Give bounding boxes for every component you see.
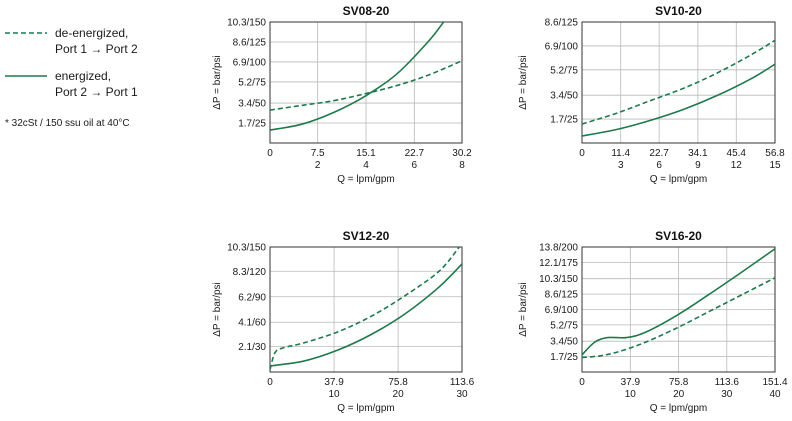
x-tick-label-lpm: 15.1 (356, 148, 376, 159)
x-tick-label-gpm: 8 (459, 160, 465, 171)
y-tick-label: 8.3/120 (233, 267, 267, 278)
y-axis-label: ΔP = bar/psi (212, 282, 223, 337)
x-tick-label-lpm: 151.4 (762, 377, 787, 388)
y-tick-label: 6.9/100 (545, 41, 579, 52)
de-energized-curve (270, 60, 462, 111)
x-tick-label-lpm: 22.7 (405, 148, 425, 159)
y-tick-label: 10.3/150 (539, 274, 578, 285)
y-tick-label: 13.8/200 (539, 243, 578, 254)
x-tick-label-lpm: 34.1 (688, 148, 708, 159)
x-tick-label-gpm: 12 (731, 160, 743, 171)
legend: de-energized, Port 1 → Port 2 energized,… (5, 26, 138, 129)
legend-de-energized-line1: de-energized, (55, 26, 128, 40)
x-tick-label-gpm: 20 (393, 389, 405, 400)
x-tick-label-gpm: 30 (721, 389, 733, 400)
y-tick-label: 12.1/175 (539, 258, 578, 269)
x-tick-label-gpm: 3 (618, 160, 624, 171)
y-tick-label: 4.1/60 (238, 318, 266, 329)
x-tick-label-gpm: 15 (769, 160, 781, 171)
legend-energized-line2: Port 2 → Port 1 (55, 85, 138, 99)
x-tick-label-gpm: 10 (625, 389, 637, 400)
energized-curve (270, 22, 445, 131)
x-tick-label-lpm: 75.8 (669, 377, 689, 388)
plot-frame (581, 21, 776, 144)
chart-sv08-20: SV08-20 0 7.52 15.14 22.76 30.28 1.7/25 3.4/50 5… (212, 4, 472, 185)
charts-container: SV08-200 7.5215.1422.7630.281.7/253.4/505… (212, 4, 788, 414)
chart-sv10-20: SV10-20 0 11.43 22.76 34.19 45.412 56.815 1.7/2… (518, 4, 785, 185)
y-tick-label: 1.7/25 (550, 352, 578, 363)
x-tick-label-lpm: 30.2 (452, 148, 472, 159)
legend-de-energized-line2: Port 1 → Port 2 (55, 42, 138, 56)
y-tick-label: 3.4/50 (550, 337, 578, 348)
chart-title: SV08-20 (343, 4, 390, 18)
x-tick-label-gpm: 40 (769, 389, 781, 400)
de-energized-curve (270, 247, 460, 370)
y-tick-label: 8.6/125 (233, 37, 267, 48)
x-tick-label-lpm: 0 (267, 377, 273, 388)
x-tick-label-lpm: 113.6 (450, 377, 475, 388)
x-tick-label-lpm: 7.5 (311, 148, 325, 159)
y-tick-label: 5.2/75 (238, 77, 266, 88)
plot-frame (581, 246, 776, 373)
x-tick-label-gpm: 4 (363, 160, 369, 171)
x-tick-label-gpm: 6 (656, 160, 662, 171)
y-tick-label: 5.2/75 (550, 320, 578, 331)
x-tick-label-lpm: 22.7 (649, 148, 669, 159)
de-energized-curve (582, 39, 775, 125)
chart-title: SV10-20 (655, 4, 702, 18)
y-tick-label: 10.3/150 (227, 18, 266, 29)
y-tick-label: 1.7/25 (238, 119, 266, 130)
plot-frame (269, 246, 463, 373)
x-tick-label-lpm: 0 (267, 148, 273, 159)
x-axis-label: Q = lpm/gpm (337, 403, 395, 414)
energized-curve (582, 63, 775, 137)
x-tick-label-lpm: 0 (579, 377, 585, 388)
y-tick-label: 3.4/50 (550, 91, 578, 102)
y-tick-label: 3.4/50 (238, 99, 266, 110)
y-tick-label: 6.2/90 (238, 292, 266, 303)
de-energized-curve (582, 277, 775, 359)
y-tick-label: 8.6/125 (545, 290, 579, 301)
y-axis-label: ΔP = bar/psi (518, 55, 529, 110)
y-tick-label: 2.1/30 (238, 342, 266, 353)
x-tick-label-gpm: 10 (328, 389, 340, 400)
oil-note: * 32cSt / 150 ssu oil at 40°C (5, 118, 130, 129)
legend-energized-line1: energized, (55, 69, 111, 83)
x-tick-label-gpm: 9 (695, 160, 701, 171)
x-tick-label-lpm: 113.6 (715, 377, 740, 388)
x-tick-label-lpm: 37.9 (324, 377, 344, 388)
x-tick-label-lpm: 75.8 (388, 377, 408, 388)
chart-sv16-20: SV16-20 0 37.910 75.820 113.630 151.440 1.7/25… (518, 229, 788, 414)
y-tick-label: 6.9/100 (233, 57, 267, 68)
y-axis-label: ΔP = bar/psi (518, 282, 529, 337)
x-tick-label-gpm: 20 (673, 389, 685, 400)
chart-title: SV12-20 (343, 229, 390, 243)
chart-sv12-20: SV12-20 0 37.910 75.820 113.630 2.1/30 4.1/60 6… (212, 229, 475, 414)
y-tick-label: 10.3/150 (227, 243, 266, 254)
x-tick-label-lpm: 11.4 (611, 148, 630, 159)
y-axis-label: ΔP = bar/psi (212, 55, 223, 110)
x-tick-label-gpm: 30 (456, 389, 468, 400)
x-tick-label-lpm: 56.8 (765, 148, 785, 159)
plot-frame (269, 21, 463, 144)
x-tick-label-lpm: 45.4 (727, 148, 747, 159)
energized-curve (582, 248, 775, 356)
x-axis-label: Q = lpm/gpm (337, 174, 395, 185)
x-axis-label: Q = lpm/gpm (650, 403, 708, 414)
x-tick-label-lpm: 0 (579, 148, 585, 159)
y-tick-label: 8.6/125 (545, 18, 579, 29)
y-tick-label: 6.9/100 (545, 305, 579, 316)
x-axis-label: Q = lpm/gpm (650, 174, 708, 185)
x-tick-label-gpm: 2 (315, 160, 321, 171)
x-tick-label-lpm: 37.9 (621, 377, 641, 388)
energized-curve (270, 263, 462, 367)
x-tick-label-gpm: 6 (412, 160, 418, 171)
chart-title: SV16-20 (655, 229, 702, 243)
y-tick-label: 5.2/75 (550, 65, 578, 76)
y-tick-label: 1.7/25 (550, 115, 578, 126)
